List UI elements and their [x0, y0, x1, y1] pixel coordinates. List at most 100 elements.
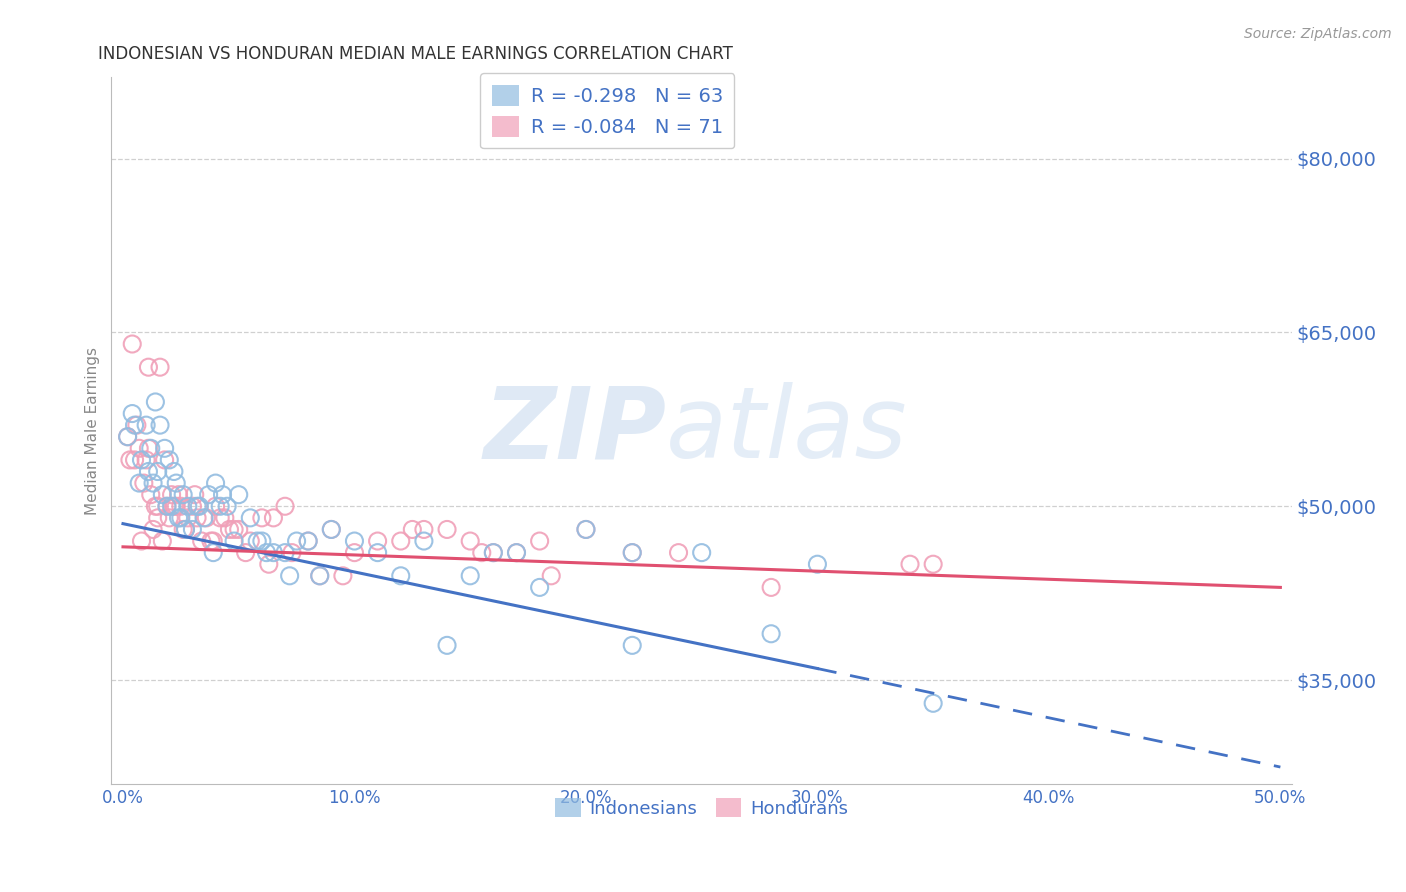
- Point: [138, 465, 160, 479]
- Point: [117, 430, 139, 444]
- Point: [146, 511, 169, 525]
- Point: [759, 626, 782, 640]
- Point: [471, 546, 494, 560]
- Point: [529, 581, 551, 595]
- Point: [621, 638, 644, 652]
- Point: [228, 488, 250, 502]
- Point: [412, 523, 434, 537]
- Point: [124, 453, 146, 467]
- Point: [124, 418, 146, 433]
- Point: [156, 500, 179, 514]
- Point: [281, 546, 304, 560]
- Text: atlas: atlas: [666, 383, 908, 479]
- Point: [135, 453, 157, 467]
- Point: [150, 534, 173, 549]
- Point: [239, 534, 262, 549]
- Point: [482, 546, 505, 560]
- Point: [262, 546, 284, 560]
- Point: [759, 581, 782, 595]
- Point: [117, 430, 139, 444]
- Point: [135, 418, 157, 433]
- Point: [153, 453, 176, 467]
- Point: [575, 523, 598, 537]
- Point: [177, 500, 200, 514]
- Point: [160, 488, 183, 502]
- Point: [167, 511, 190, 525]
- Point: [150, 488, 173, 502]
- Point: [132, 476, 155, 491]
- Point: [165, 500, 187, 514]
- Point: [209, 511, 232, 525]
- Point: [458, 569, 481, 583]
- Point: [308, 569, 330, 583]
- Point: [190, 534, 212, 549]
- Point: [177, 511, 200, 525]
- Point: [153, 442, 176, 456]
- Point: [343, 546, 366, 560]
- Point: [165, 476, 187, 491]
- Point: [146, 500, 169, 514]
- Point: [621, 546, 644, 560]
- Point: [174, 523, 197, 537]
- Point: [256, 546, 278, 560]
- Point: [209, 500, 232, 514]
- Point: [167, 488, 190, 502]
- Point: [214, 511, 236, 525]
- Point: [181, 500, 204, 514]
- Point: [690, 546, 713, 560]
- Y-axis label: Median Male Earnings: Median Male Earnings: [86, 347, 100, 515]
- Point: [193, 511, 215, 525]
- Point: [257, 558, 280, 572]
- Point: [436, 523, 458, 537]
- Point: [186, 500, 208, 514]
- Point: [202, 546, 225, 560]
- Point: [540, 569, 562, 583]
- Point: [246, 534, 269, 549]
- Point: [250, 511, 273, 525]
- Point: [145, 500, 167, 514]
- Point: [195, 511, 218, 525]
- Point: [217, 500, 239, 514]
- Point: [181, 523, 204, 537]
- Point: [131, 534, 153, 549]
- Point: [222, 523, 245, 537]
- Point: [156, 500, 179, 514]
- Point: [142, 523, 165, 537]
- Point: [186, 511, 208, 525]
- Point: [139, 442, 162, 456]
- Point: [128, 476, 150, 491]
- Point: [898, 558, 921, 572]
- Text: ZIP: ZIP: [484, 383, 666, 479]
- Point: [188, 500, 211, 514]
- Point: [142, 476, 165, 491]
- Point: [149, 360, 172, 375]
- Point: [389, 569, 412, 583]
- Point: [401, 523, 423, 537]
- Point: [412, 534, 434, 549]
- Point: [170, 500, 193, 514]
- Point: [121, 407, 143, 421]
- Text: Source: ZipAtlas.com: Source: ZipAtlas.com: [1244, 27, 1392, 41]
- Point: [922, 558, 945, 572]
- Point: [321, 523, 343, 537]
- Point: [172, 488, 194, 502]
- Point: [174, 523, 197, 537]
- Point: [343, 534, 366, 549]
- Point: [160, 500, 183, 514]
- Point: [118, 453, 141, 467]
- Point: [157, 453, 180, 467]
- Point: [321, 523, 343, 537]
- Point: [128, 442, 150, 456]
- Point: [204, 476, 226, 491]
- Point: [332, 569, 354, 583]
- Point: [575, 523, 598, 537]
- Point: [278, 569, 301, 583]
- Point: [204, 500, 226, 514]
- Point: [239, 511, 262, 525]
- Point: [458, 534, 481, 549]
- Point: [529, 534, 551, 549]
- Point: [389, 534, 412, 549]
- Point: [170, 511, 193, 525]
- Point: [157, 511, 180, 525]
- Point: [149, 418, 172, 433]
